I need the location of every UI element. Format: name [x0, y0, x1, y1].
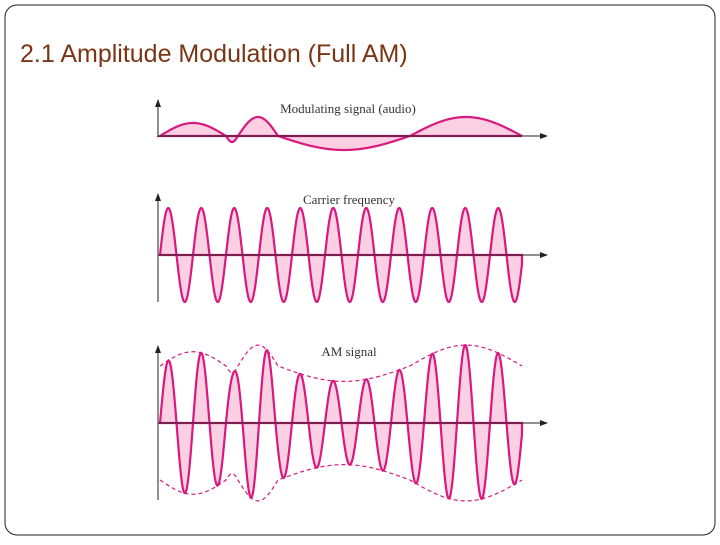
envelope — [159, 464, 523, 502]
am-wave — [158, 344, 524, 501]
slide-title: 2.1 Amplitude Modulation (Full AM) — [20, 40, 408, 68]
panel-label: Modulating signal (audio) — [280, 101, 416, 116]
modulating-wave — [156, 115, 523, 152]
slide-border — [4, 4, 716, 536]
panel-label: Carrier frequency — [303, 192, 396, 207]
waveforms — [155, 99, 548, 502]
envelope — [159, 344, 523, 382]
panel-label: AM signal — [321, 344, 377, 359]
